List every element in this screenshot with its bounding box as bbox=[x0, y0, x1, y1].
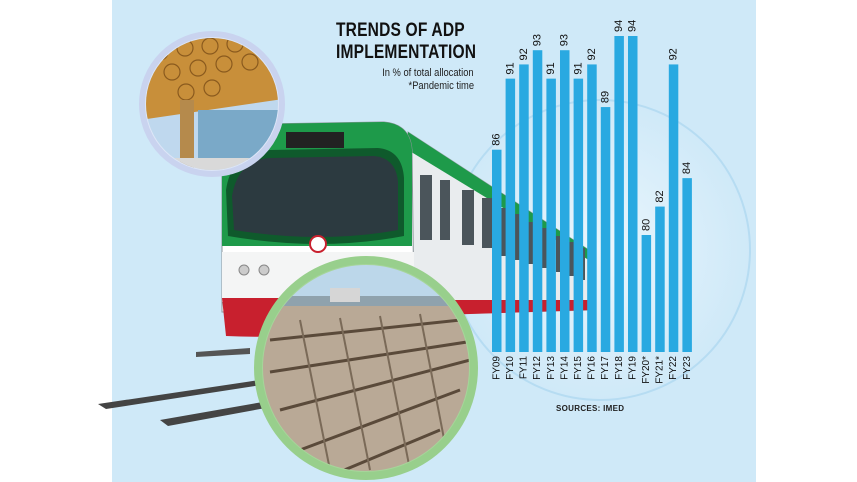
category-label-fy12: FY12 bbox=[532, 356, 543, 380]
data-label-fy15: 91 bbox=[572, 62, 584, 74]
data-label-fy13: 91 bbox=[545, 62, 557, 74]
bar-fy20 bbox=[642, 235, 652, 352]
data-label-fy21: 82 bbox=[654, 190, 666, 202]
category-label-fy15: FY15 bbox=[573, 356, 584, 380]
data-label-fy14: 93 bbox=[559, 34, 571, 46]
category-label-fy10: FY10 bbox=[505, 356, 516, 380]
bar-fy17 bbox=[601, 107, 611, 352]
category-label-fy20: FY20* bbox=[641, 356, 652, 384]
data-label-fy23: 84 bbox=[681, 162, 693, 174]
category-label-fy16: FY16 bbox=[587, 356, 598, 380]
category-label-fy09: FY09 bbox=[491, 356, 502, 380]
category-label-fy14: FY14 bbox=[559, 356, 570, 380]
data-label-fy09: 86 bbox=[491, 133, 503, 145]
category-label-fy11: FY11 bbox=[519, 356, 530, 380]
category-label-fy18: FY18 bbox=[614, 356, 625, 380]
bar-fy22 bbox=[669, 64, 679, 352]
bar-fy18 bbox=[614, 36, 624, 352]
data-label-fy17: 89 bbox=[599, 91, 611, 103]
bar-fy23 bbox=[682, 178, 692, 352]
category-label-fy17: FY17 bbox=[600, 356, 611, 380]
category-label-fy23: FY23 bbox=[682, 356, 693, 380]
category-label-fy22: FY22 bbox=[668, 356, 679, 380]
bar-fy15 bbox=[574, 79, 584, 352]
bar-fy19 bbox=[628, 36, 638, 352]
category-label-fy13: FY13 bbox=[546, 356, 557, 380]
bar-fy13 bbox=[546, 79, 556, 352]
bar-fy11 bbox=[519, 64, 529, 352]
sources-text: SOURCES: IMED bbox=[556, 404, 624, 413]
data-label-fy19: 94 bbox=[627, 20, 639, 32]
bar-fy10 bbox=[506, 79, 515, 352]
bar-fy14 bbox=[560, 50, 570, 352]
data-label-fy22: 92 bbox=[667, 48, 679, 60]
data-label-fy20: 80 bbox=[640, 219, 652, 231]
bar-fy09 bbox=[492, 150, 502, 352]
bar-fy16 bbox=[587, 64, 597, 352]
bar-fy12 bbox=[533, 50, 543, 352]
category-label-fy19: FY19 bbox=[627, 356, 638, 380]
data-label-fy16: 92 bbox=[586, 48, 598, 60]
data-label-fy18: 94 bbox=[613, 20, 625, 32]
data-label-fy10: 91 bbox=[504, 62, 516, 74]
data-label-fy12: 93 bbox=[531, 34, 543, 46]
bar-fy21 bbox=[655, 207, 665, 352]
data-label-fy11: 92 bbox=[518, 48, 530, 60]
category-label-fy21: FY21* bbox=[655, 356, 666, 384]
